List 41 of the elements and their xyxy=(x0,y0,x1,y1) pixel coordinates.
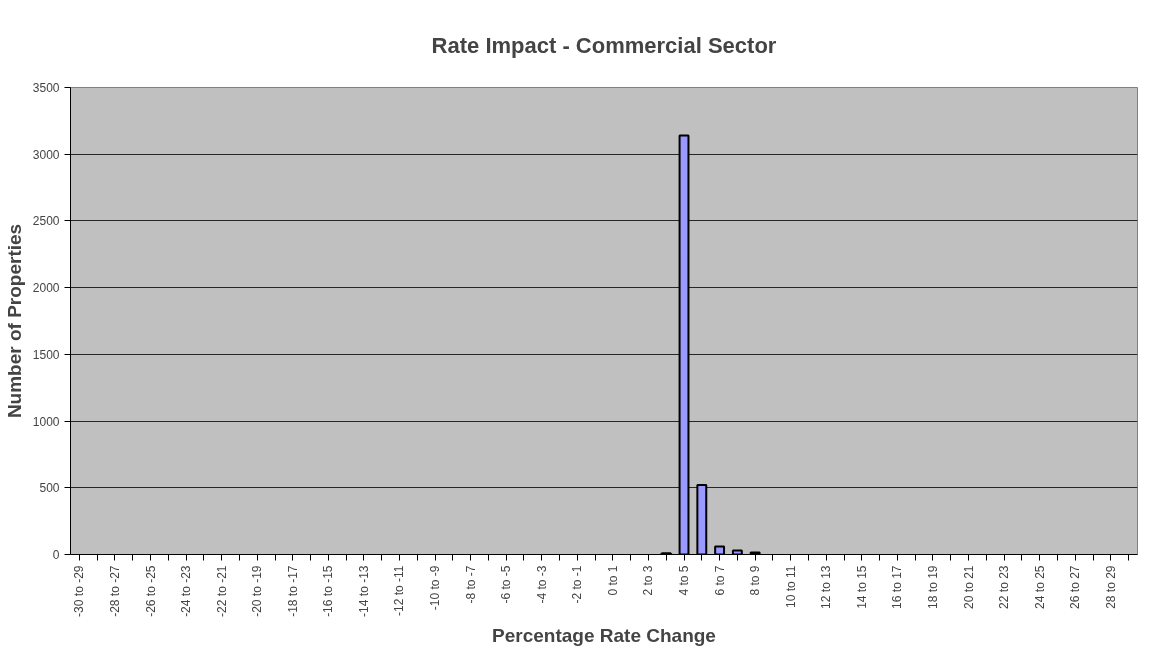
x-tick-label: 8 to 9 xyxy=(748,565,763,596)
y-tick-label: 1500 xyxy=(32,347,60,362)
x-tick-label: -26 to -25 xyxy=(143,565,158,617)
y-tick-label: 0 xyxy=(52,548,60,562)
x-tick-label: 20 to 21 xyxy=(961,565,976,609)
x-tick-label: 18 to 19 xyxy=(925,565,940,609)
x-tick-label: -28 to -27 xyxy=(107,565,122,617)
x-tick-label: -8 to -7 xyxy=(463,565,478,604)
x-tick-label: -24 to -23 xyxy=(179,565,194,617)
x-tick-label: -10 to -9 xyxy=(428,565,443,611)
x-tick-label: -20 to -19 xyxy=(250,565,265,617)
x-axis-title: Percentage Rate Change xyxy=(492,624,716,646)
x-tick-label: -14 to -13 xyxy=(356,565,371,617)
y-tick-label: 2500 xyxy=(32,214,60,229)
x-tick-label: 12 to 13 xyxy=(819,565,834,609)
x-tick-label: 4 to 5 xyxy=(677,565,692,596)
chart-title: Rate Impact - Commercial Sector xyxy=(431,32,777,58)
y-tick-label: 1000 xyxy=(32,414,60,429)
x-tick-label: 10 to 11 xyxy=(783,565,798,608)
x-tick-label: 16 to 17 xyxy=(890,565,905,609)
x-tick-label: 24 to 25 xyxy=(1032,565,1047,609)
x-tick-label: -12 to -11 xyxy=(392,565,407,616)
x-tick-label: -6 to -5 xyxy=(499,565,514,604)
x-tick-label: -16 to -15 xyxy=(321,565,336,617)
x-tick-label: -4 to -3 xyxy=(534,565,549,604)
x-tick-label: 14 to 15 xyxy=(854,565,869,609)
y-tick-label: 500 xyxy=(39,481,60,496)
y-axis-title: Number of Properties xyxy=(3,223,25,419)
x-tick-label: 28 to 29 xyxy=(1103,565,1118,609)
x-tick-label: -22 to -21 xyxy=(214,565,229,617)
x-tick-label: 0 to 1 xyxy=(605,565,620,596)
y-tick-label: 3000 xyxy=(32,147,60,162)
y-tick-label: 3500 xyxy=(32,81,60,95)
x-tick-label: -30 to -29 xyxy=(72,565,87,617)
x-tick-label: 22 to 23 xyxy=(997,565,1012,609)
y-tick-label: 2000 xyxy=(32,281,60,296)
x-tick-label: 6 to 7 xyxy=(712,565,727,596)
x-tick-label: -2 to -1 xyxy=(570,565,585,604)
x-tick-label: 2 to 3 xyxy=(641,565,656,596)
x-tick-label: -18 to -17 xyxy=(285,565,300,617)
x-tick-label: 26 to 27 xyxy=(1068,565,1083,609)
